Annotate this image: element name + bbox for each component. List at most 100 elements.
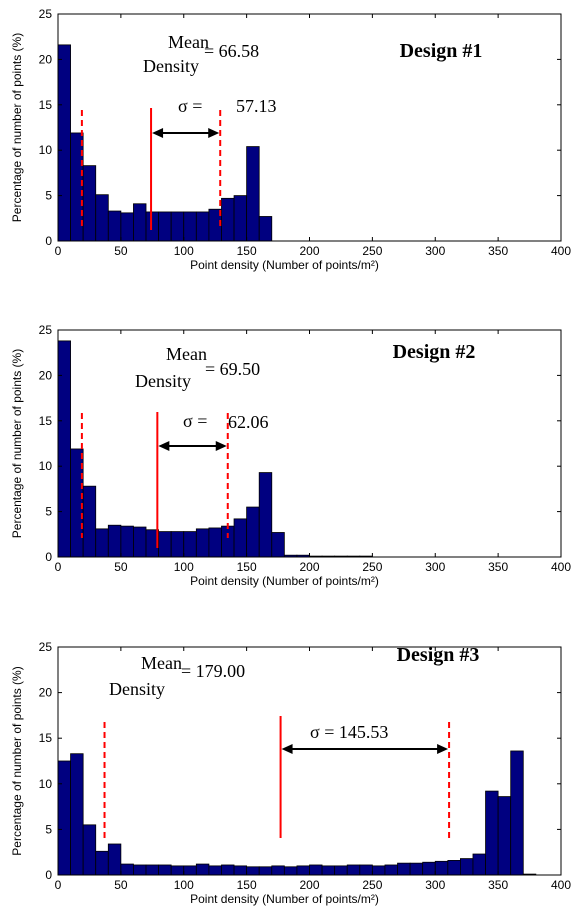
density-label: Density — [143, 56, 199, 76]
x-tick-label: 250 — [362, 878, 382, 892]
x-tick-label: 50 — [114, 878, 128, 892]
x-axis-label: Point density (Number of points/m²) — [190, 258, 379, 272]
histogram-bar — [221, 525, 235, 558]
histogram-bar — [57, 340, 71, 558]
histogram-bar — [120, 863, 134, 876]
x-tick-label: 50 — [114, 560, 128, 574]
x-tick-label: 100 — [174, 878, 194, 892]
mean-value: = 179.00 — [181, 661, 245, 681]
sigma-arrow-head-left — [152, 128, 164, 138]
y-tick-label: 15 — [39, 731, 53, 745]
histogram-bar — [82, 824, 97, 876]
histogram-bar — [107, 843, 122, 876]
histogram-bar — [497, 796, 512, 876]
histogram-bar — [258, 866, 273, 876]
mean-label: Mean — [168, 32, 209, 52]
sigma-arrow-head-left — [281, 744, 293, 754]
x-tick-label: 300 — [425, 244, 445, 258]
histogram-bar — [397, 862, 411, 876]
y-tick-label: 5 — [45, 189, 52, 203]
y-tick-label: 25 — [39, 7, 53, 21]
mean-label: Mean — [166, 344, 207, 364]
histogram-bar — [133, 526, 147, 558]
panel-title: Design #3 — [397, 644, 480, 666]
sigma-value: 62.06 — [228, 412, 269, 432]
histogram-bar — [170, 531, 185, 558]
x-tick-label: 0 — [55, 560, 62, 574]
sigma-label: σ = 145.53 — [310, 722, 388, 742]
histogram-bar — [459, 858, 474, 876]
histogram-bar — [221, 864, 235, 876]
x-tick-label: 100 — [174, 244, 194, 258]
x-tick-label: 0 — [55, 244, 62, 258]
histogram-bar — [95, 528, 109, 558]
histogram-bar — [321, 865, 336, 876]
x-tick-label: 350 — [488, 244, 508, 258]
mean-value: = 66.58 — [204, 41, 259, 61]
histogram-bar — [434, 860, 449, 876]
x-tick-label: 50 — [114, 244, 128, 258]
histogram-bar — [283, 866, 298, 876]
histogram-bar — [258, 472, 273, 558]
histogram-bar — [120, 525, 134, 558]
histogram-panel: 0 50 100 150 200 250 300 350 400 0 5 10 15 20 25 Point … — [10, 323, 571, 588]
mean-value: = 69.50 — [205, 359, 260, 379]
x-tick-label: 150 — [237, 244, 257, 258]
x-tick-label: 150 — [237, 560, 257, 574]
x-tick-label: 200 — [299, 244, 319, 258]
sigma-label: σ = — [178, 96, 202, 116]
x-tick-label: 400 — [551, 878, 571, 892]
density-label: Density — [135, 371, 191, 391]
histogram-bar — [195, 863, 210, 876]
histogram-bar — [95, 194, 109, 242]
y-tick-label: 10 — [39, 459, 53, 473]
histogram-bar — [107, 524, 122, 558]
x-axis-label: Point density (Number of points/m²) — [190, 892, 379, 906]
y-tick-label: 5 — [45, 822, 52, 836]
y-tick-label: 20 — [39, 368, 53, 382]
histogram-bar — [246, 146, 260, 242]
y-tick-label: 0 — [45, 234, 52, 248]
histogram-bar — [70, 753, 84, 876]
histogram-bar — [82, 485, 97, 558]
y-tick-label: 15 — [39, 414, 53, 428]
x-tick-label: 300 — [425, 878, 445, 892]
histogram-bar — [246, 866, 260, 876]
histogram-bar — [208, 865, 222, 876]
histogram-bar — [208, 527, 222, 558]
sigma-arrow-head-right — [215, 441, 227, 451]
histogram-bar — [133, 864, 147, 876]
x-tick-label: 350 — [488, 560, 508, 574]
y-tick-label: 0 — [45, 868, 52, 882]
histogram-bar — [133, 203, 147, 242]
x-axis-label: Point density (Number of points/m²) — [190, 574, 379, 588]
histogram-panel: 0 50 100 150 200 250 300 350 400 0 5 10 15 20 25 Point … — [10, 7, 571, 272]
x-tick-label: 400 — [551, 560, 571, 574]
y-axis-label: Percentage of number of points (%) — [10, 666, 24, 855]
x-tick-label: 250 — [362, 244, 382, 258]
histogram-bar — [271, 865, 285, 876]
histogram-bar — [158, 864, 172, 876]
histogram-bar — [82, 165, 97, 242]
histogram-bar — [95, 850, 109, 876]
x-tick-label: 150 — [237, 878, 257, 892]
mean-label: Mean — [141, 653, 182, 673]
x-tick-label: 350 — [488, 878, 508, 892]
y-tick-label: 20 — [39, 686, 53, 700]
y-axis-label: Percentage of number of points (%) — [10, 349, 24, 538]
histogram-bar — [195, 211, 210, 242]
panel-title: Design #2 — [393, 341, 476, 363]
histogram-bar — [158, 531, 172, 558]
histogram-bar — [233, 518, 248, 558]
x-tick-label: 200 — [299, 878, 319, 892]
y-tick-label: 25 — [39, 323, 53, 337]
y-axis-label: Percentage of number of points (%) — [10, 33, 24, 222]
y-tick-label: 10 — [39, 143, 53, 157]
histogram-bar — [271, 532, 285, 558]
histogram-bar — [145, 211, 159, 242]
histogram-bar — [170, 865, 185, 876]
y-tick-label: 25 — [39, 640, 53, 654]
histogram-bar — [309, 864, 323, 876]
histogram-bar — [158, 211, 172, 242]
